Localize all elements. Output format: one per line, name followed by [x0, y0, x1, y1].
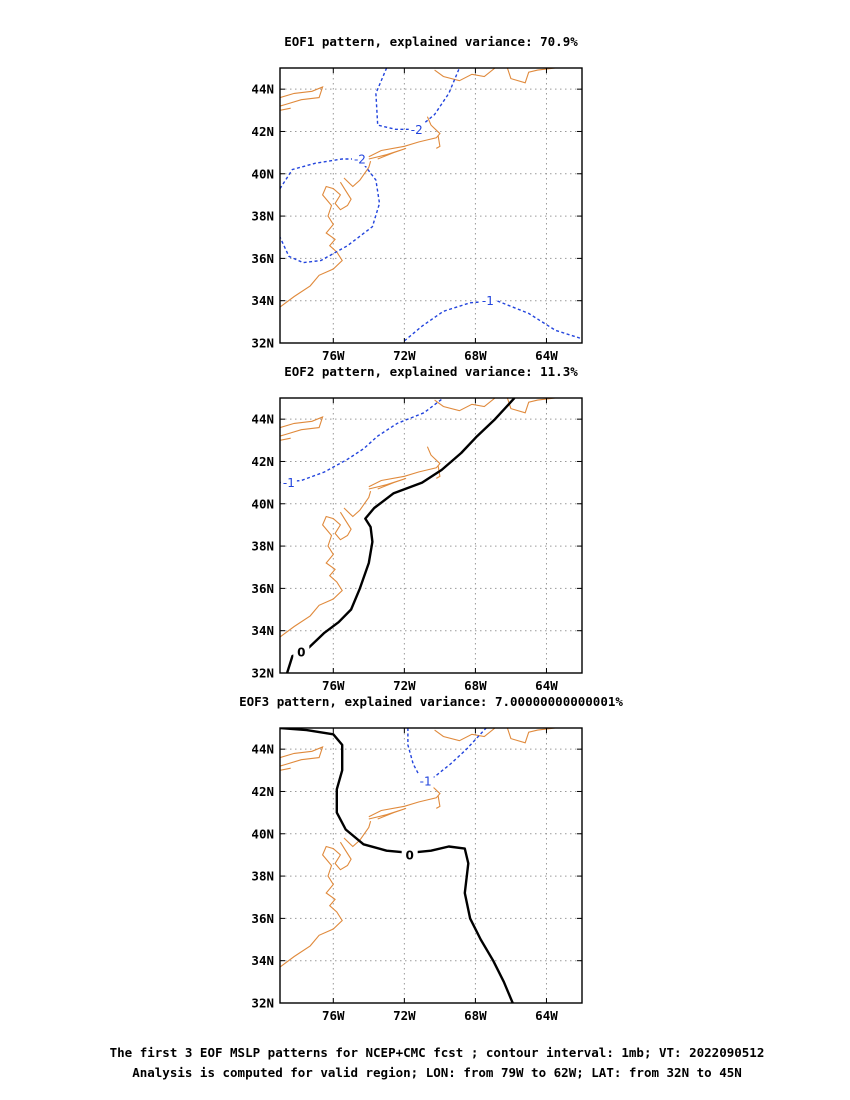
y-tick-label: 34N — [251, 623, 274, 638]
y-tick-label: 36N — [251, 581, 274, 596]
y-tick-label: 44N — [251, 742, 274, 757]
y-tick-label: 42N — [251, 124, 274, 139]
coastline — [368, 147, 407, 160]
contour-line — [407, 728, 487, 782]
coastline — [280, 86, 324, 107]
eof-panel-3: EOF3 pattern, explained variance: 7.0000… — [239, 694, 623, 1023]
x-tick-label: 72W — [393, 678, 416, 693]
coastline — [368, 116, 441, 158]
x-tick-label: 64W — [535, 678, 558, 693]
panel-title: EOF2 pattern, explained variance: 11.3% — [284, 364, 578, 379]
contour-line — [285, 398, 516, 673]
x-tick-label: 72W — [393, 348, 416, 363]
y-tick-label: 34N — [251, 953, 274, 968]
plot-frame — [279, 397, 583, 674]
x-tick-label: 68W — [464, 348, 487, 363]
y-tick-label: 42N — [251, 454, 274, 469]
map-area: -1 0 — [280, 728, 556, 1003]
coastline — [280, 437, 291, 441]
coastline — [436, 795, 441, 809]
y-tick-label: 38N — [251, 539, 274, 554]
y-tick-label: 40N — [251, 496, 274, 511]
y-tick-label: 40N — [251, 826, 274, 841]
coastline — [280, 416, 324, 437]
panel-title: EOF3 pattern, explained variance: 7.0000… — [239, 694, 623, 709]
contour-label: 0 — [297, 645, 305, 659]
map-area: -2 -2 -1 — [280, 68, 582, 342]
contour-label-bg — [351, 151, 368, 166]
x-tick-label: 68W — [464, 1008, 487, 1023]
y-tick-label: 44N — [251, 82, 274, 97]
panel-title: EOF1 pattern, explained variance: 70.9% — [284, 34, 578, 49]
y-tick-label: 36N — [251, 251, 274, 266]
y-tick-label: 38N — [251, 209, 274, 224]
coastline — [343, 820, 372, 848]
coastline — [280, 107, 291, 111]
plot-frame — [279, 67, 583, 344]
x-tick-label: 76W — [322, 678, 345, 693]
coastline — [434, 68, 496, 82]
coastline — [506, 68, 556, 84]
contour-label: -2 — [411, 123, 423, 137]
contour-line — [280, 158, 381, 264]
contour-line — [280, 728, 514, 1003]
eof-panel-2: EOF2 pattern, explained variance: 11.3% -… — [251, 364, 583, 693]
x-tick-label: 72W — [393, 1008, 416, 1023]
coastline — [368, 776, 441, 818]
contour-label-bg — [293, 644, 310, 659]
coastline — [280, 841, 352, 968]
coastline — [436, 135, 441, 149]
coastline — [436, 465, 441, 479]
contour-line — [375, 68, 461, 130]
y-tick-label: 32N — [251, 996, 274, 1011]
coastline — [343, 160, 372, 188]
map-area: -1 0 — [280, 398, 556, 673]
coastline — [434, 728, 496, 742]
contour-label: -2 — [354, 152, 366, 166]
contour-label-bg — [280, 475, 297, 490]
caption-line-2: Analysis is computed for valid region; L… — [132, 1065, 742, 1080]
contour-label-bg — [401, 847, 418, 862]
contour-line — [280, 398, 444, 484]
coastline — [368, 446, 441, 488]
contour-label: -1 — [482, 294, 494, 308]
coastline — [280, 181, 352, 308]
y-tick-label: 32N — [251, 666, 274, 681]
x-tick-label: 76W — [322, 1008, 345, 1023]
eof-panel-1: EOF1 pattern, explained variance: 70.9% -… — [251, 34, 583, 363]
y-tick-label: 38N — [251, 869, 274, 884]
contour-label-bg — [408, 122, 425, 137]
y-tick-label: 44N — [251, 412, 274, 427]
contour-label: -1 — [420, 774, 432, 788]
coastline — [368, 807, 407, 820]
caption-line-1: The first 3 EOF MSLP patterns for NCEP+C… — [110, 1045, 765, 1060]
contour-label: 0 — [406, 848, 414, 862]
x-tick-label: 76W — [322, 348, 345, 363]
y-tick-label: 34N — [251, 293, 274, 308]
contour-label-bg — [479, 293, 496, 308]
contour-label-bg — [417, 773, 434, 788]
y-tick-label: 36N — [251, 911, 274, 926]
coastline — [343, 490, 372, 518]
coastline — [434, 398, 496, 412]
y-tick-label: 42N — [251, 784, 274, 799]
y-tick-label: 40N — [251, 166, 274, 181]
x-tick-label: 68W — [464, 678, 487, 693]
y-tick-label: 32N — [251, 336, 274, 351]
x-tick-label: 64W — [535, 348, 558, 363]
coastline — [506, 398, 556, 414]
coastline — [280, 767, 291, 771]
coastline — [368, 477, 407, 490]
coastline — [280, 746, 324, 767]
coastline — [280, 511, 352, 638]
coastline — [506, 728, 556, 744]
contour-label: -1 — [283, 476, 295, 490]
plot-frame — [279, 727, 583, 1004]
x-tick-label: 64W — [535, 1008, 558, 1023]
